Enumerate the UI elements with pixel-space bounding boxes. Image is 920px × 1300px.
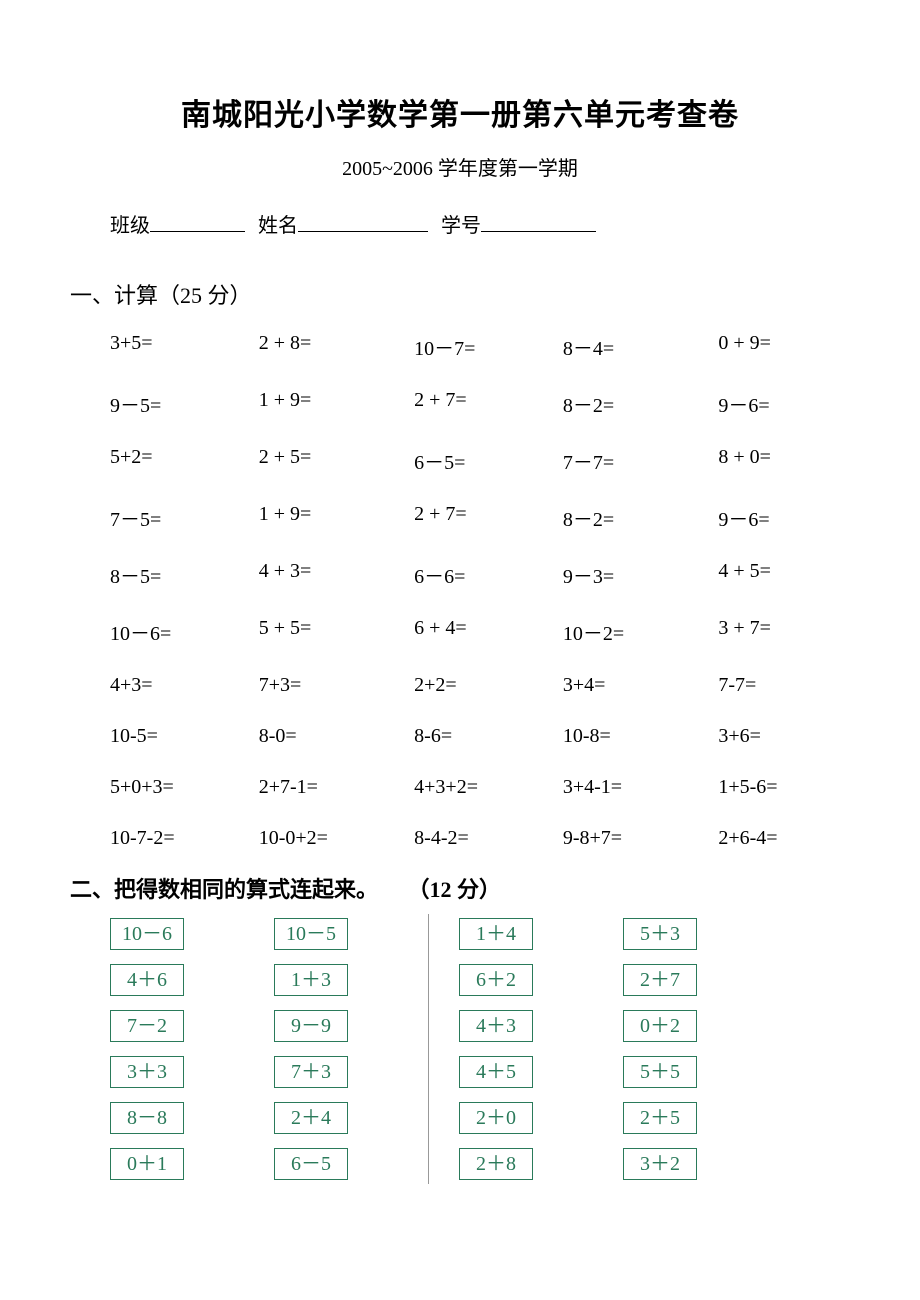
id-label: 学号 xyxy=(441,215,481,237)
expr-box: 1＋4 xyxy=(459,918,533,950)
expr-box: 1＋3 xyxy=(274,964,348,996)
student-info-line: 班级 姓名 学号 xyxy=(110,209,860,238)
expr-box: 8－8 xyxy=(110,1102,184,1134)
calc-cell: 10-8= xyxy=(563,725,718,748)
calc-cell: 8－2= xyxy=(563,389,718,418)
calc-cell: 8-6= xyxy=(414,725,563,748)
match-col-b: 10－5 1＋3 9－9 7＋3 2＋4 6－5 xyxy=(274,918,348,1180)
expr-box: 5＋3 xyxy=(623,918,697,950)
calc-grid: 3+5=2 + 8=10－7=8－4=0 + 9=9－5=1 + 9=2 + 7… xyxy=(110,332,840,850)
calc-cell: 8-4-2= xyxy=(414,827,563,850)
expr-box: 4＋6 xyxy=(110,964,184,996)
calc-cell: 5+2= xyxy=(110,446,259,475)
id-blank[interactable] xyxy=(481,209,596,232)
calc-cell: 7+3= xyxy=(259,674,414,697)
name-label: 姓名 xyxy=(258,215,298,237)
calc-cell: 2 + 7= xyxy=(414,503,563,532)
expr-box: 10－6 xyxy=(110,918,184,950)
calc-cell: 10-7-2= xyxy=(110,827,259,850)
calc-cell: 9－6= xyxy=(718,503,840,532)
calc-cell: 4 + 3= xyxy=(259,560,414,589)
calc-cell: 4+3= xyxy=(110,674,259,697)
expr-box: 4＋3 xyxy=(459,1010,533,1042)
exam-page: 南城阳光小学数学第一册第六单元考查卷 2005~2006 学年度第一学期 班级 … xyxy=(0,0,920,1300)
calc-cell: 8－4= xyxy=(563,332,718,361)
expr-box: 2＋0 xyxy=(459,1102,533,1134)
section2-heading: 二、把得数相同的算式连起来。 （12 分） xyxy=(70,872,860,904)
calc-cell: 10-5= xyxy=(110,725,259,748)
expr-box: 5＋5 xyxy=(623,1056,697,1088)
calc-cell: 3+4-1= xyxy=(563,776,718,799)
expr-box: 3＋3 xyxy=(110,1056,184,1088)
calc-cell: 2 + 5= xyxy=(259,446,414,475)
expr-box: 2＋4 xyxy=(274,1102,348,1134)
calc-cell: 1 + 9= xyxy=(259,503,414,532)
calc-cell: 5 + 5= xyxy=(259,617,414,646)
calc-cell: 7－7= xyxy=(563,446,718,475)
calc-cell: 6－5= xyxy=(414,446,563,475)
match-divider xyxy=(428,914,429,1184)
section1-heading: 一、计算（25 分） xyxy=(70,278,860,310)
name-blank[interactable] xyxy=(298,209,428,232)
section2-heading-pts: （12 分） xyxy=(408,877,502,902)
class-blank[interactable] xyxy=(150,209,245,232)
calc-cell: 1 + 9= xyxy=(259,389,414,418)
class-label: 班级 xyxy=(110,215,150,237)
match-area: 10－64＋67－23＋38－80＋1 10－51＋39－97＋32＋46－5 … xyxy=(110,918,860,1180)
calc-cell: 2+2= xyxy=(414,674,563,697)
expr-box: 6＋2 xyxy=(459,964,533,996)
expr-box: 9－9 xyxy=(274,1010,348,1042)
expr-box: 2＋5 xyxy=(623,1102,697,1134)
section2-heading-main: 二、把得数相同的算式连起来。 xyxy=(70,877,378,902)
expr-box: 2＋8 xyxy=(459,1148,533,1180)
expr-box: 7－2 xyxy=(110,1010,184,1042)
calc-cell: 10－2= xyxy=(563,617,718,646)
calc-cell: 2+6-4= xyxy=(718,827,840,850)
calc-cell: 1+5-6= xyxy=(718,776,840,799)
calc-cell: 4+3+2= xyxy=(414,776,563,799)
calc-cell: 7-7= xyxy=(718,674,840,697)
match-col-c: 1＋4 6＋2 4＋3 4＋5 2＋0 2＋8 xyxy=(459,918,533,1180)
match-col-a: 10－6 4＋6 7－2 3＋3 8－8 0＋1 xyxy=(110,918,184,1180)
calc-cell: 8－5= xyxy=(110,560,259,589)
calc-cell: 10-0+2= xyxy=(259,827,414,850)
calc-cell: 7－5= xyxy=(110,503,259,532)
calc-cell: 3+5= xyxy=(110,332,259,361)
calc-cell: 9－3= xyxy=(563,560,718,589)
calc-cell: 8 + 0= xyxy=(718,446,840,475)
calc-cell: 2 + 7= xyxy=(414,389,563,418)
calc-cell: 2+7-1= xyxy=(259,776,414,799)
expr-box: 0＋1 xyxy=(110,1148,184,1180)
expr-box: 10－5 xyxy=(274,918,348,950)
calc-cell: 5+0+3= xyxy=(110,776,259,799)
calc-cell: 9－6= xyxy=(718,389,840,418)
calc-cell: 3+4= xyxy=(563,674,718,697)
calc-cell: 2 + 8= xyxy=(259,332,414,361)
calc-cell: 6 + 4= xyxy=(414,617,563,646)
page-subtitle: 2005~2006 学年度第一学期 xyxy=(60,152,860,181)
calc-cell: 10－7= xyxy=(414,332,563,361)
match-col-d: 5＋3 2＋7 0＋2 5＋5 2＋5 3＋2 xyxy=(623,918,697,1180)
expr-box: 2＋7 xyxy=(623,964,697,996)
calc-cell: 3+6= xyxy=(718,725,840,748)
calc-cell: 3 + 7= xyxy=(718,617,840,646)
calc-cell: 6－6= xyxy=(414,560,563,589)
calc-cell: 9-8+7= xyxy=(563,827,718,850)
expr-box: 0＋2 xyxy=(623,1010,697,1042)
expr-box: 6－5 xyxy=(274,1148,348,1180)
calc-cell: 4 + 5= xyxy=(718,560,840,589)
expr-box: 3＋2 xyxy=(623,1148,697,1180)
calc-cell: 9－5= xyxy=(110,389,259,418)
expr-box: 4＋5 xyxy=(459,1056,533,1088)
expr-box: 7＋3 xyxy=(274,1056,348,1088)
calc-cell: 8-0= xyxy=(259,725,414,748)
calc-cell: 0 + 9= xyxy=(718,332,840,361)
calc-cell: 8－2= xyxy=(563,503,718,532)
page-title: 南城阳光小学数学第一册第六单元考查卷 xyxy=(60,90,860,134)
calc-cell: 10－6= xyxy=(110,617,259,646)
